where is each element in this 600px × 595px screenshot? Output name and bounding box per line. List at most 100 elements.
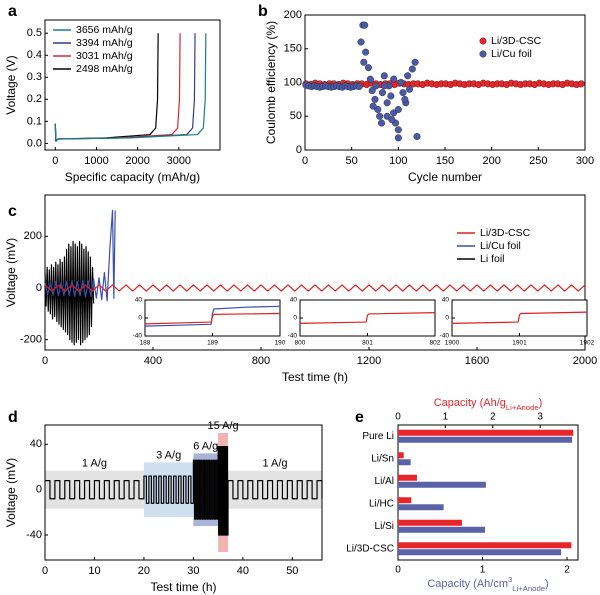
point	[355, 83, 363, 91]
legend-label: 3394 mAh/g	[76, 37, 133, 49]
x-tick-label: 190	[275, 340, 286, 347]
point	[372, 82, 380, 90]
axis-label-part: Li+Anode	[506, 403, 539, 412]
point	[394, 105, 402, 113]
bar	[398, 429, 574, 436]
x-tick-label: 30	[187, 565, 199, 577]
line	[45, 445, 323, 536]
bar	[398, 452, 404, 459]
y-tick-label: 100	[284, 76, 302, 88]
category-label: Li/Sn	[371, 453, 394, 464]
point	[364, 64, 372, 72]
y-tick-label: 0	[36, 484, 42, 496]
rate-label: 3 A/g	[156, 449, 181, 461]
rate-label: 15 A/g	[207, 420, 238, 432]
x2-tick-label: 3	[537, 412, 543, 423]
point	[394, 134, 402, 142]
x-tick-label: 100	[389, 155, 407, 167]
category-label: Li/Si	[375, 521, 394, 532]
legend-label: Li/3D-CSC	[491, 35, 542, 47]
bar	[398, 542, 572, 549]
point	[369, 102, 377, 110]
x-tick-label: 801	[362, 340, 373, 347]
bar	[398, 459, 411, 466]
point	[362, 48, 370, 56]
panel-label: e	[355, 409, 364, 426]
line	[451, 311, 588, 324]
y-tick-label: -200	[20, 334, 42, 346]
bar	[398, 519, 462, 526]
x-tick-label: 1600	[465, 355, 489, 367]
point	[404, 72, 412, 80]
axis-label-part: Capacity (Ah/cm	[427, 578, 508, 590]
panel: 188 189 190 -40 0 40	[133, 297, 286, 347]
axis-label-part: 3	[508, 575, 512, 584]
x-tick-label: 300	[576, 155, 594, 167]
y-tick-label: 40	[442, 297, 450, 304]
x-tick-label: 1902	[580, 340, 595, 347]
x-tick-label: 0	[42, 355, 48, 367]
y-tick-label: 0	[36, 282, 42, 294]
point	[361, 21, 369, 29]
point	[401, 95, 409, 103]
point	[413, 132, 421, 140]
axis-label-part: )	[545, 578, 549, 590]
x-tick-label: 400	[144, 355, 162, 367]
x-tick-label: 50	[286, 565, 298, 577]
x-tick-label: 802	[430, 340, 441, 347]
point	[380, 72, 388, 80]
axis-label-part: )	[539, 397, 543, 409]
x-tick-label: 1900	[445, 340, 460, 347]
y-tick-label: 0.5	[27, 27, 42, 39]
y-tick-label: 40	[135, 297, 143, 304]
x-tick-label: 3000	[167, 155, 191, 167]
point	[577, 80, 585, 88]
y-tick-label: 40	[30, 438, 42, 450]
legend-label: Li/Cu foil	[491, 48, 532, 60]
y-tick-label: -40	[26, 529, 42, 541]
legend-label: Li/Cu foil	[480, 240, 521, 252]
line	[54, 33, 207, 142]
point	[406, 85, 414, 93]
y-tick-label: -40	[133, 333, 143, 340]
y-tick-label: 0	[445, 315, 449, 322]
x-tick-label: 2	[564, 565, 570, 576]
panel: 800 801 802 -40 0 40	[288, 297, 441, 347]
x-tick-label: 40	[237, 565, 249, 577]
point	[380, 82, 388, 90]
x-tick-label: 2000	[573, 355, 597, 367]
bar	[398, 436, 573, 443]
panel: a 0 1000 2000 3000 0.0 0.1 0.2 0.3 0.4 0.5 Specific…	[4, 3, 221, 184]
y-tick-label: 200	[24, 230, 42, 242]
x-tick-label: 1901	[512, 340, 527, 347]
legend-label: 2498 mAh/g	[76, 63, 133, 75]
x-tick-label: 1000	[84, 155, 108, 167]
point	[366, 75, 374, 83]
y-axis-label: Coulomb efficiency (%)	[264, 21, 278, 144]
axis-label-part: Capacity (Ah/g	[434, 397, 506, 409]
bar	[398, 481, 486, 488]
panel-label: c	[8, 203, 17, 220]
x-tick-label: 50	[346, 155, 358, 167]
point	[376, 112, 384, 120]
legend-swatch	[479, 50, 487, 58]
y-tick-label: 0.1	[27, 115, 42, 127]
y-tick-label: 0	[138, 315, 142, 322]
legend-label: Li foil	[480, 253, 505, 265]
point	[388, 116, 396, 124]
x-tick-label: 10	[88, 565, 100, 577]
y-tick-label: -40	[440, 333, 450, 340]
category-label: Li/3D-CSC	[346, 543, 394, 554]
y-axis-label: Voltage (mV)	[4, 238, 18, 307]
bar	[398, 504, 444, 511]
y-tick-label: 0.2	[27, 93, 42, 105]
x-tick-label: 800	[295, 340, 306, 347]
x-tick-label: 2000	[125, 155, 149, 167]
point	[357, 38, 365, 46]
y-axis-label: Voltage (V)	[4, 55, 18, 114]
panel-label: a	[8, 3, 17, 20]
x-tick-label: 1200	[357, 355, 381, 367]
point	[378, 89, 386, 97]
x-tick-label: 189	[207, 340, 218, 347]
